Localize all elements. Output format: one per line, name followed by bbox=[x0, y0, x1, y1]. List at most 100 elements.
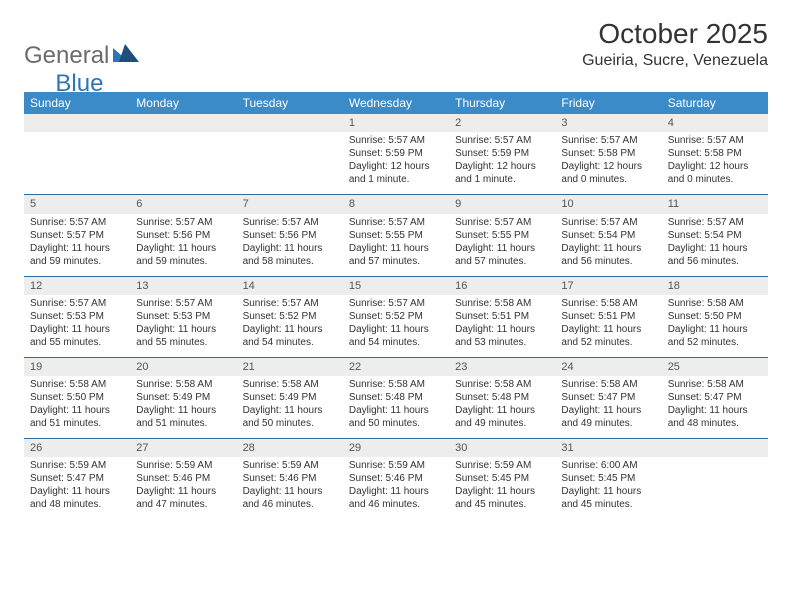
day-number bbox=[237, 114, 343, 132]
daylight-text: Daylight: 11 hours and 48 minutes. bbox=[668, 404, 762, 430]
day-details: Sunrise: 5:59 AMSunset: 5:46 PMDaylight:… bbox=[130, 457, 236, 519]
day-details: Sunrise: 5:57 AMSunset: 5:56 PMDaylight:… bbox=[130, 214, 236, 276]
daylight-text: Daylight: 12 hours and 0 minutes. bbox=[561, 160, 655, 186]
sunset-text: Sunset: 5:50 PM bbox=[30, 391, 124, 404]
sunrise-text: Sunrise: 5:59 AM bbox=[455, 459, 549, 472]
sunrise-text: Sunrise: 5:58 AM bbox=[455, 378, 549, 391]
day-number bbox=[662, 439, 768, 457]
sunrise-text: Sunrise: 5:59 AM bbox=[136, 459, 230, 472]
sunrise-text: Sunrise: 5:58 AM bbox=[561, 297, 655, 310]
calendar-day-cell: 4Sunrise: 5:57 AMSunset: 5:58 PMDaylight… bbox=[662, 114, 768, 195]
sunrise-text: Sunrise: 5:58 AM bbox=[668, 297, 762, 310]
calendar-day-cell: 16Sunrise: 5:58 AMSunset: 5:51 PMDayligh… bbox=[449, 276, 555, 357]
calendar-day-cell: 7Sunrise: 5:57 AMSunset: 5:56 PMDaylight… bbox=[237, 195, 343, 276]
day-details: Sunrise: 5:57 AMSunset: 5:59 PMDaylight:… bbox=[343, 132, 449, 194]
logo-text-general: General bbox=[24, 42, 109, 70]
sunset-text: Sunset: 5:53 PM bbox=[30, 310, 124, 323]
daylight-text: Daylight: 11 hours and 46 minutes. bbox=[243, 485, 337, 511]
day-number: 31 bbox=[555, 439, 661, 457]
sunrise-text: Sunrise: 5:58 AM bbox=[30, 378, 124, 391]
sunset-text: Sunset: 5:47 PM bbox=[668, 391, 762, 404]
daylight-text: Daylight: 12 hours and 0 minutes. bbox=[668, 160, 762, 186]
calendar-day-cell: 10Sunrise: 5:57 AMSunset: 5:54 PMDayligh… bbox=[555, 195, 661, 276]
sunrise-text: Sunrise: 5:57 AM bbox=[30, 297, 124, 310]
sunset-text: Sunset: 5:48 PM bbox=[455, 391, 549, 404]
sunrise-text: Sunrise: 5:58 AM bbox=[243, 378, 337, 391]
day-details: Sunrise: 5:57 AMSunset: 5:55 PMDaylight:… bbox=[343, 214, 449, 276]
day-details: Sunrise: 5:57 AMSunset: 5:54 PMDaylight:… bbox=[555, 214, 661, 276]
daylight-text: Daylight: 11 hours and 57 minutes. bbox=[349, 242, 443, 268]
day-number: 25 bbox=[662, 358, 768, 376]
sunrise-text: Sunrise: 6:00 AM bbox=[561, 459, 655, 472]
month-title: October 2025 bbox=[582, 18, 768, 50]
calendar-day-cell bbox=[24, 114, 130, 195]
day-number: 30 bbox=[449, 439, 555, 457]
sunset-text: Sunset: 5:48 PM bbox=[349, 391, 443, 404]
daylight-text: Daylight: 12 hours and 1 minute. bbox=[349, 160, 443, 186]
day-details: Sunrise: 5:57 AMSunset: 5:58 PMDaylight:… bbox=[662, 132, 768, 194]
day-number: 29 bbox=[343, 439, 449, 457]
day-details: Sunrise: 5:58 AMSunset: 5:49 PMDaylight:… bbox=[237, 376, 343, 438]
sunset-text: Sunset: 5:52 PM bbox=[349, 310, 443, 323]
day-number: 3 bbox=[555, 114, 661, 132]
sunset-text: Sunset: 5:59 PM bbox=[455, 147, 549, 160]
calendar-day-cell: 22Sunrise: 5:58 AMSunset: 5:48 PMDayligh… bbox=[343, 357, 449, 438]
day-details: Sunrise: 5:57 AMSunset: 5:55 PMDaylight:… bbox=[449, 214, 555, 276]
sunrise-text: Sunrise: 5:57 AM bbox=[349, 134, 443, 147]
calendar-week-row: 19Sunrise: 5:58 AMSunset: 5:50 PMDayligh… bbox=[24, 357, 768, 438]
day-number: 20 bbox=[130, 358, 236, 376]
sunset-text: Sunset: 5:45 PM bbox=[561, 472, 655, 485]
sunrise-text: Sunrise: 5:59 AM bbox=[30, 459, 124, 472]
sunrise-text: Sunrise: 5:57 AM bbox=[561, 216, 655, 229]
day-number: 6 bbox=[130, 195, 236, 213]
sunrise-text: Sunrise: 5:58 AM bbox=[349, 378, 443, 391]
day-details: Sunrise: 5:59 AMSunset: 5:46 PMDaylight:… bbox=[343, 457, 449, 519]
sunrise-text: Sunrise: 5:57 AM bbox=[668, 134, 762, 147]
logo-text-blue: Blue bbox=[55, 70, 103, 98]
day-number: 23 bbox=[449, 358, 555, 376]
day-details: Sunrise: 5:58 AMSunset: 5:50 PMDaylight:… bbox=[24, 376, 130, 438]
daylight-text: Daylight: 11 hours and 45 minutes. bbox=[455, 485, 549, 511]
day-details: Sunrise: 5:58 AMSunset: 5:47 PMDaylight:… bbox=[662, 376, 768, 438]
calendar-day-cell: 14Sunrise: 5:57 AMSunset: 5:52 PMDayligh… bbox=[237, 276, 343, 357]
day-details: Sunrise: 5:57 AMSunset: 5:52 PMDaylight:… bbox=[343, 295, 449, 357]
calendar-week-row: 12Sunrise: 5:57 AMSunset: 5:53 PMDayligh… bbox=[24, 276, 768, 357]
sunrise-text: Sunrise: 5:57 AM bbox=[349, 297, 443, 310]
calendar-day-cell bbox=[130, 114, 236, 195]
calendar-day-cell: 9Sunrise: 5:57 AMSunset: 5:55 PMDaylight… bbox=[449, 195, 555, 276]
weekday-header: Thursday bbox=[449, 92, 555, 114]
brand-logo: General Blue bbox=[24, 28, 103, 84]
weekday-header: Wednesday bbox=[343, 92, 449, 114]
sunrise-text: Sunrise: 5:59 AM bbox=[349, 459, 443, 472]
weekday-header: Tuesday bbox=[237, 92, 343, 114]
daylight-text: Daylight: 11 hours and 53 minutes. bbox=[455, 323, 549, 349]
sunset-text: Sunset: 5:52 PM bbox=[243, 310, 337, 323]
daylight-text: Daylight: 11 hours and 54 minutes. bbox=[349, 323, 443, 349]
daylight-text: Daylight: 11 hours and 56 minutes. bbox=[668, 242, 762, 268]
daylight-text: Daylight: 11 hours and 46 minutes. bbox=[349, 485, 443, 511]
day-number: 16 bbox=[449, 277, 555, 295]
calendar-day-cell: 2Sunrise: 5:57 AMSunset: 5:59 PMDaylight… bbox=[449, 114, 555, 195]
day-number: 5 bbox=[24, 195, 130, 213]
sunrise-text: Sunrise: 5:57 AM bbox=[136, 216, 230, 229]
sunset-text: Sunset: 5:50 PM bbox=[668, 310, 762, 323]
sunset-text: Sunset: 5:46 PM bbox=[349, 472, 443, 485]
title-block: October 2025 Gueiria, Sucre, Venezuela bbox=[582, 18, 768, 70]
page: General Blue October 2025 Gueiria, Sucre… bbox=[0, 0, 792, 539]
location-text: Gueiria, Sucre, Venezuela bbox=[582, 52, 768, 70]
day-number: 28 bbox=[237, 439, 343, 457]
day-details: Sunrise: 5:58 AMSunset: 5:51 PMDaylight:… bbox=[449, 295, 555, 357]
calendar-day-cell: 12Sunrise: 5:57 AMSunset: 5:53 PMDayligh… bbox=[24, 276, 130, 357]
day-number: 11 bbox=[662, 195, 768, 213]
daylight-text: Daylight: 11 hours and 55 minutes. bbox=[136, 323, 230, 349]
calendar-day-cell: 15Sunrise: 5:57 AMSunset: 5:52 PMDayligh… bbox=[343, 276, 449, 357]
sunset-text: Sunset: 5:58 PM bbox=[561, 147, 655, 160]
calendar-day-cell: 1Sunrise: 5:57 AMSunset: 5:59 PMDaylight… bbox=[343, 114, 449, 195]
sunset-text: Sunset: 5:46 PM bbox=[243, 472, 337, 485]
day-details: Sunrise: 5:59 AMSunset: 5:46 PMDaylight:… bbox=[237, 457, 343, 519]
sunrise-text: Sunrise: 5:57 AM bbox=[243, 216, 337, 229]
logo-triangle-icon bbox=[113, 42, 139, 62]
daylight-text: Daylight: 11 hours and 59 minutes. bbox=[30, 242, 124, 268]
calendar-day-cell: 30Sunrise: 5:59 AMSunset: 5:45 PMDayligh… bbox=[449, 439, 555, 520]
day-details: Sunrise: 5:57 AMSunset: 5:52 PMDaylight:… bbox=[237, 295, 343, 357]
